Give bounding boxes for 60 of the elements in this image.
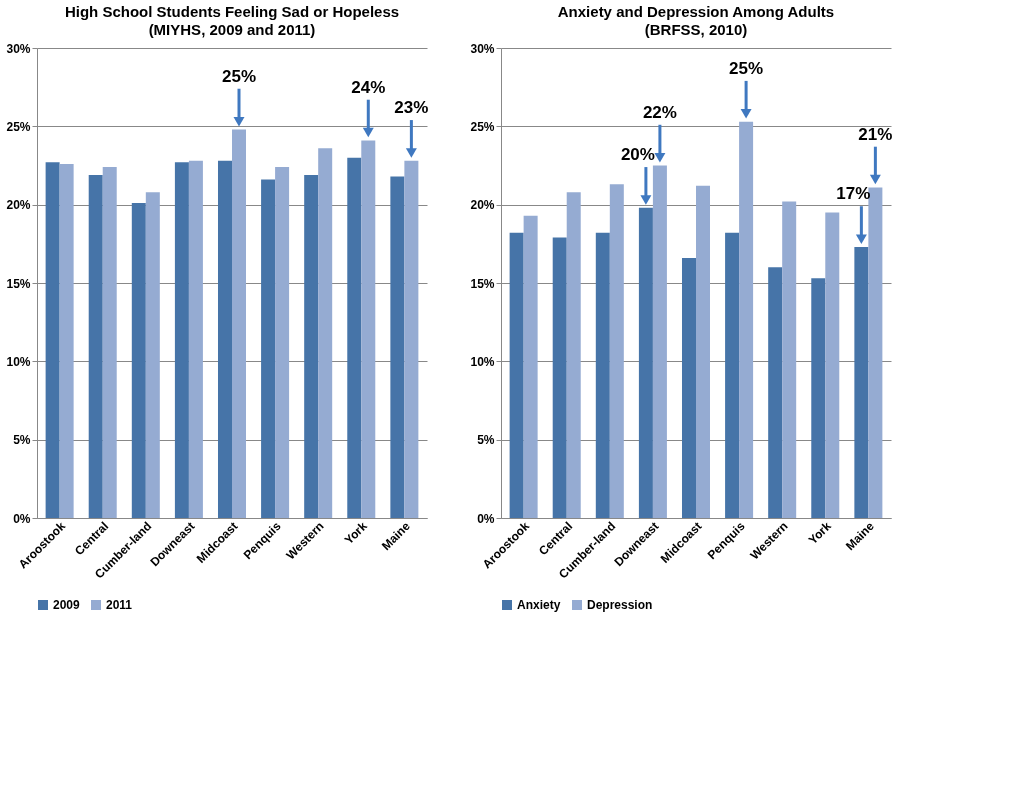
y-tick-label: 25% (470, 119, 495, 134)
bar (390, 176, 405, 518)
bar (347, 157, 362, 518)
bar (88, 174, 103, 518)
annotation: 21% (858, 124, 893, 144)
x-tick-label: York (805, 518, 834, 548)
y-tick-label: 10% (470, 354, 495, 369)
annotation: 22% (642, 102, 677, 122)
annotation: 25% (729, 58, 764, 78)
bar (275, 167, 290, 518)
bar (681, 257, 696, 518)
y-tick-label: 20% (470, 198, 495, 213)
bar (696, 185, 711, 518)
y-tick-label: 5% (477, 433, 495, 448)
legend-label: 2011 (106, 598, 133, 612)
bar (145, 192, 160, 518)
annotation: 17% (836, 184, 871, 204)
annotation: 23% (394, 98, 429, 118)
legend-label: 2009 (53, 598, 81, 612)
y-tick-label: 20% (6, 198, 31, 213)
y-tick-label: 0% (477, 511, 495, 526)
bar (609, 184, 624, 518)
bar (131, 203, 146, 518)
y-tick-label: 10% (6, 354, 31, 369)
bar (59, 163, 74, 518)
bar (217, 160, 232, 518)
bar (768, 267, 783, 518)
y-tick-label: 5% (13, 433, 31, 448)
y-tick-label: 25% (6, 119, 31, 134)
bar (304, 174, 319, 518)
chart-title: High School Students Feeling Sad or Hopeless (64, 3, 400, 20)
bar (811, 278, 826, 518)
y-tick-label: 0% (13, 511, 31, 526)
bar (825, 212, 840, 518)
bar (552, 237, 567, 518)
chart-subtitle: (MIYHS, 2009 and 2011) (148, 21, 316, 38)
bar (188, 160, 203, 518)
annotation: 25% (221, 66, 257, 86)
legend-label: Depression (587, 598, 653, 612)
annotation: 20% (620, 145, 655, 165)
bar (45, 162, 60, 518)
y-tick-label: 15% (470, 276, 495, 291)
legend-label: Anxiety (517, 598, 561, 612)
bar (174, 162, 189, 518)
bar (595, 232, 610, 518)
bar (261, 179, 276, 518)
bar (725, 232, 740, 518)
bar (102, 167, 117, 518)
bar (509, 232, 524, 518)
y-tick-label: 30% (470, 41, 495, 56)
bar (318, 148, 333, 518)
x-tick-label: York (341, 518, 370, 548)
chart-title: Anxiety and Depression Among Adults (557, 3, 835, 20)
bar (566, 192, 581, 518)
y-tick-label: 30% (6, 41, 31, 56)
annotation: 24% (351, 77, 386, 97)
chart-subtitle: (BRFSS, 2010) (644, 21, 748, 38)
bar (523, 215, 538, 518)
y-tick-label: 15% (6, 276, 31, 291)
bar (782, 201, 797, 518)
